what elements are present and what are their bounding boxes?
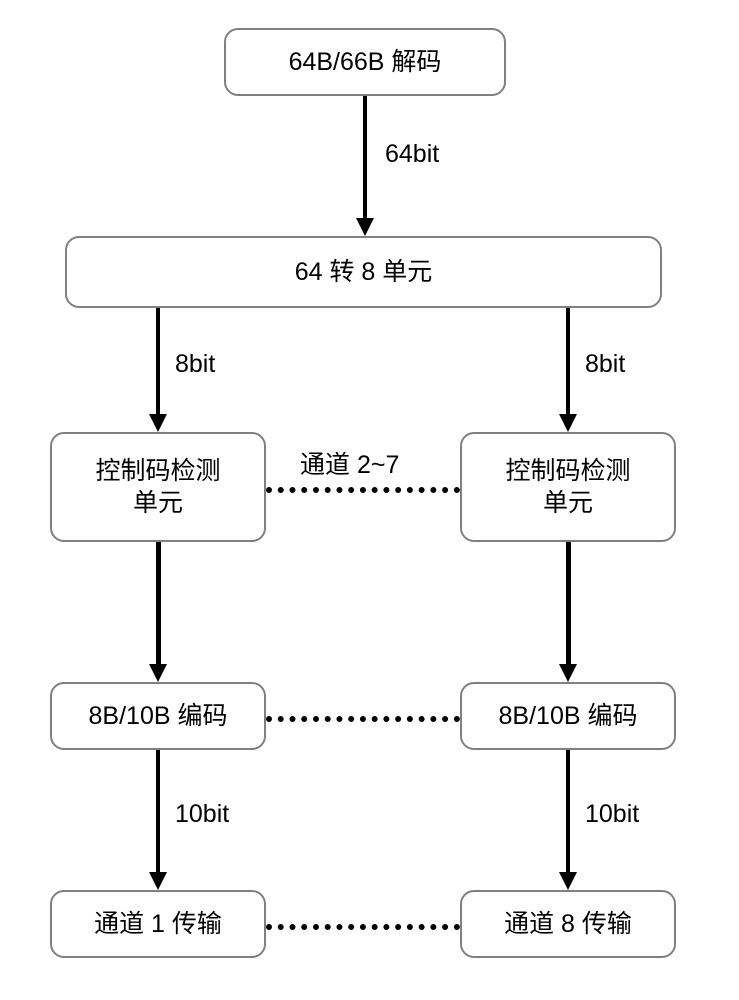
node-tx-right: 通道 8 传输: [460, 890, 676, 958]
edge-label-e6: 10bit: [175, 800, 229, 829]
node-enc-left: 8B/10B 编码: [50, 682, 266, 750]
dotted-label-d1: 通道 2~7: [300, 445, 399, 481]
arrowhead-e4: [149, 664, 167, 682]
node-tx-left: 通道 1 传输: [50, 890, 266, 958]
node-conv: 64 转 8 单元: [65, 236, 662, 308]
node-label: 控制码检测单元: [95, 455, 220, 520]
edge-e3: [566, 308, 570, 414]
arrowhead-e1: [356, 218, 374, 236]
node-label: 8B/10B 编码: [499, 700, 638, 733]
node-ctrl-right: 控制码检测单元: [460, 432, 676, 542]
node-enc-right: 8B/10B 编码: [460, 682, 676, 750]
node-decode: 64B/66B 解码: [224, 28, 506, 96]
edge-e5: [566, 542, 571, 664]
arrowhead-e2: [149, 414, 167, 432]
edge-e6: [156, 750, 160, 872]
node-label: 通道 1 传输: [94, 908, 222, 941]
arrowhead-e7: [559, 872, 577, 890]
edge-e4: [156, 542, 161, 664]
node-ctrl-left: 控制码检测单元: [50, 432, 266, 542]
edge-e7: [566, 750, 570, 872]
dotted-d3: [266, 924, 460, 930]
edge-e2: [156, 308, 160, 414]
arrowhead-e6: [149, 872, 167, 890]
node-label: 8B/10B 编码: [89, 700, 228, 733]
edge-label-e2: 8bit: [175, 350, 215, 379]
edge-label-e1: 64bit: [385, 140, 439, 169]
edge-label-e3: 8bit: [585, 350, 625, 379]
node-label: 64B/66B 解码: [289, 46, 442, 79]
node-label: 通道 8 传输: [504, 908, 632, 941]
edge-label-e7: 10bit: [585, 800, 639, 829]
edge-e1: [363, 96, 367, 218]
arrowhead-e3: [559, 414, 577, 432]
dotted-d2: [266, 716, 460, 722]
arrowhead-e5: [559, 664, 577, 682]
node-label: 64 转 8 单元: [295, 256, 433, 289]
dotted-d1: [266, 487, 460, 493]
node-label: 控制码检测单元: [505, 455, 630, 520]
